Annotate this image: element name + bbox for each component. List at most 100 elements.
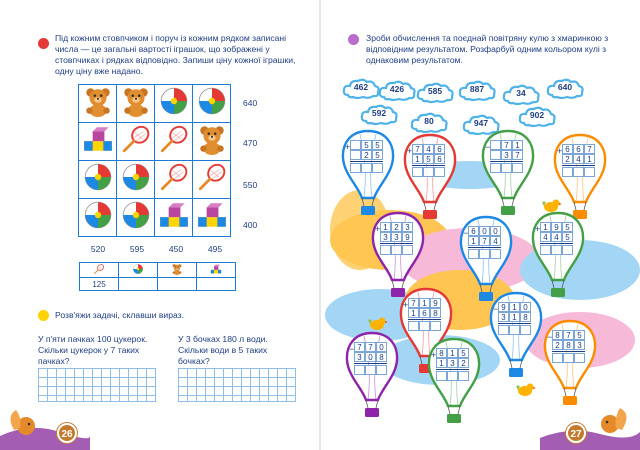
balloon[interactable]: +5 5 2 5 — [340, 128, 396, 218]
digit-cell[interactable] — [551, 245, 562, 255]
digit-cell[interactable] — [423, 167, 434, 177]
digit-cell[interactable] — [391, 245, 402, 255]
digit-cell[interactable] — [562, 245, 573, 255]
digit-cell[interactable] — [512, 163, 523, 173]
right-corner-decoration — [540, 408, 640, 450]
digit-cell[interactable] — [376, 365, 387, 375]
cloud-answer[interactable]: 592 — [360, 104, 398, 126]
column-calculation: −9 1 0 3 1 8 — [493, 302, 536, 335]
cloud-answer[interactable]: 585 — [416, 82, 454, 104]
digit-cell[interactable] — [479, 249, 490, 259]
balloon[interactable]: +6 6 7 2 4 1 — [552, 132, 608, 222]
digit-cell: 4 — [551, 232, 562, 242]
digit-cell[interactable] — [365, 365, 376, 375]
digit-cell[interactable] — [361, 163, 372, 173]
balloon[interactable]: −7 1 3 7 — [480, 128, 536, 218]
digit-cell: 1 — [380, 222, 391, 232]
cloud-answer[interactable]: 640 — [546, 78, 584, 100]
digit-cell[interactable] — [412, 167, 423, 177]
result-row[interactable] — [354, 365, 392, 375]
task1-text: Під кожним стовпчиком і поруч із кожним … — [55, 33, 296, 76]
cloud-answer[interactable]: 947 — [462, 114, 500, 136]
digit-cell: 0 — [490, 226, 501, 236]
digit-cell[interactable] — [458, 371, 469, 381]
digit-cell[interactable] — [552, 353, 563, 363]
result-row[interactable] — [350, 163, 388, 173]
price-icon-racket — [79, 262, 119, 278]
balloon[interactable]: −7 7 0 3 0 8 — [344, 330, 400, 420]
digit-cell[interactable] — [540, 245, 551, 255]
price-blocks[interactable] — [196, 277, 236, 291]
answer-grid-b[interactable] — [178, 368, 296, 402]
digit-cell[interactable] — [573, 167, 584, 177]
digit-cell: 5 — [562, 232, 573, 242]
price-bear[interactable] — [157, 277, 197, 291]
digit-cell: 9 — [402, 232, 413, 242]
digit-cell[interactable] — [520, 325, 531, 335]
cloud-answer[interactable]: 80 — [410, 112, 448, 134]
digit-cell[interactable] — [372, 163, 383, 173]
digit-cell[interactable] — [490, 249, 501, 259]
digit-cell[interactable] — [498, 325, 509, 335]
digit-cell[interactable] — [509, 325, 520, 335]
result-row[interactable] — [498, 325, 536, 335]
cloud-answer[interactable]: 887 — [458, 80, 496, 102]
balloon[interactable]: −9 1 0 3 1 8 — [488, 290, 544, 380]
result-row[interactable] — [408, 321, 446, 331]
balloon[interactable]: +8 1 5 1 3 2 — [426, 336, 482, 426]
price-racket[interactable]: 125 — [79, 277, 119, 291]
operator-sign: − — [493, 304, 499, 314]
result-row[interactable] — [552, 353, 590, 363]
digit-cell: 5 — [574, 330, 585, 340]
cloud-answer[interactable]: 426 — [378, 80, 416, 102]
digit-cell — [350, 140, 361, 150]
balloon[interactable]: −6 0 0 1 7 4 — [458, 214, 514, 304]
digit-cell[interactable] — [501, 163, 512, 173]
digit-cell[interactable] — [574, 353, 585, 363]
digit-cell[interactable] — [562, 167, 573, 177]
digit-cell: 9 — [551, 222, 562, 232]
digit-cell: 1 — [468, 236, 479, 246]
result-row[interactable] — [436, 371, 474, 381]
digit-cell: 7 — [479, 236, 490, 246]
digit-cell[interactable] — [468, 249, 479, 259]
digit-cell[interactable] — [490, 163, 501, 173]
digit-cell[interactable] — [402, 245, 413, 255]
balloon[interactable]: +1 2 3 3 3 9 — [370, 210, 426, 300]
digit-cell: 0 — [479, 226, 490, 236]
result-row[interactable] — [490, 163, 528, 173]
digit-cell[interactable] — [436, 371, 447, 381]
balloon[interactable]: −8 7 5 2 8 3 — [542, 318, 598, 408]
digit-cell[interactable] — [350, 163, 361, 173]
cloud-answer[interactable]: 34 — [502, 84, 540, 106]
squirrel-icon — [601, 415, 619, 433]
digit-cell[interactable] — [563, 353, 574, 363]
digit-cell[interactable] — [430, 321, 441, 331]
result-row[interactable] — [562, 167, 600, 177]
answer-grid-a[interactable] — [38, 368, 156, 402]
ball-icon — [192, 84, 231, 123]
digit-cell[interactable] — [380, 245, 391, 255]
digit-cell[interactable] — [434, 167, 445, 177]
digit-cell[interactable] — [447, 371, 458, 381]
cloud-answer[interactable]: 462 — [342, 78, 380, 100]
digit-cell: 1 — [412, 154, 423, 164]
result-row[interactable] — [540, 245, 578, 255]
digit-cell: 4 — [490, 236, 501, 246]
result-row[interactable] — [380, 245, 418, 255]
digit-cell[interactable] — [584, 167, 595, 177]
digit-cell: 1 — [512, 140, 523, 150]
balloon[interactable]: +7 4 6 1 5 6 — [402, 132, 458, 222]
bird-icon-1 — [542, 199, 562, 212]
digit-cell[interactable] — [419, 321, 430, 331]
balloon[interactable]: +1 9 5 4 4 5 — [530, 210, 586, 300]
result-row[interactable] — [412, 167, 450, 177]
result-row[interactable] — [468, 249, 506, 259]
digit-cell[interactable] — [354, 365, 365, 375]
row-sum-3: 550 — [243, 180, 258, 190]
digit-cell[interactable] — [408, 321, 419, 331]
cloud-answer[interactable]: 902 — [518, 106, 556, 128]
balloon[interactable]: +7 1 9 1 6 8 — [398, 286, 454, 376]
operator-sign: − — [547, 332, 553, 342]
price-ball[interactable] — [118, 277, 158, 291]
